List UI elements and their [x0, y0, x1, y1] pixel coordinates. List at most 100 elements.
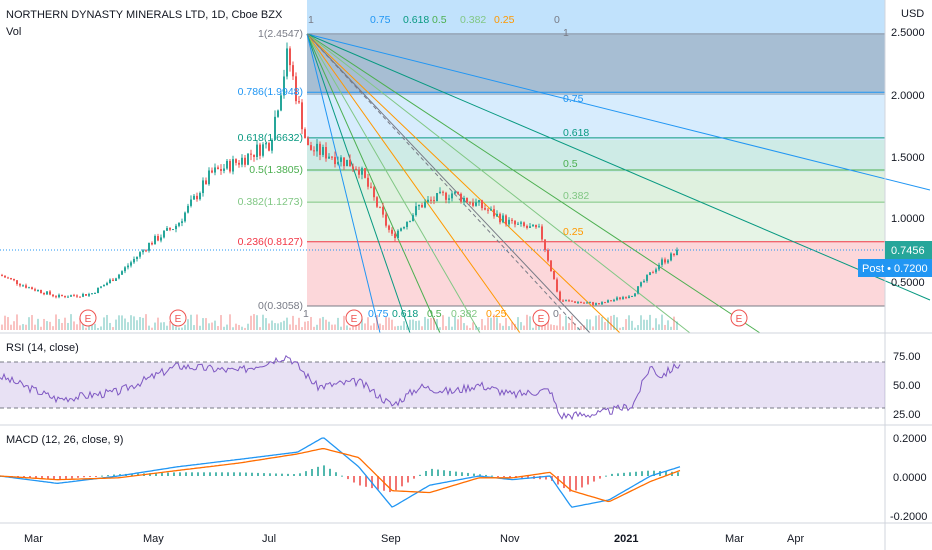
candle-body [283, 76, 285, 96]
candle-body [673, 253, 675, 256]
volume-bar [202, 318, 204, 330]
earnings-marker-circle[interactable] [169, 309, 187, 327]
volume-bar [127, 322, 129, 330]
volume-bar [436, 319, 438, 330]
price-axis[interactable]: USD 2.5000 2.0000 1.5000 1.0000 0.5000 0… [858, 8, 932, 289]
volume-bar [298, 317, 300, 330]
candle-body [289, 48, 291, 66]
macd-histogram-bar [317, 466, 319, 476]
candle-body [487, 209, 489, 211]
candle-body [271, 139, 273, 151]
volume-bar [478, 327, 480, 330]
volume-bar [163, 322, 165, 330]
candle-body [439, 191, 441, 193]
candle-body [226, 160, 228, 169]
candle-body [658, 264, 660, 270]
candlesticks [1, 42, 678, 306]
candle-body [361, 168, 363, 175]
fib-label: 0.786(1.9948) [238, 86, 303, 98]
macd-histogram-bar [269, 473, 271, 476]
candle-body [40, 290, 42, 293]
candle-body [628, 296, 630, 299]
volume-bar [196, 314, 198, 330]
fan-label-bottom: 0 [553, 308, 559, 320]
candle-body [94, 292, 96, 294]
macd-histogram-bar [395, 476, 397, 491]
macd-title: MACD (12, 26, close, 9) [6, 434, 123, 446]
fib-zone-0.786-1 [307, 0, 885, 95]
candle-body [577, 302, 579, 304]
volume-bar [547, 320, 549, 330]
macd-histogram-bar [461, 472, 463, 476]
volume-bar [568, 323, 570, 330]
earnings-marker-circle[interactable] [79, 309, 97, 327]
time-axis[interactable]: Mar May Jul Sep Nov 2021 Mar Apr [24, 533, 804, 545]
macd-histogram-bar [35, 476, 37, 479]
candle-body [355, 168, 357, 170]
candle-body [367, 177, 369, 187]
macd-histogram-bar [233, 472, 235, 476]
volume-bar [277, 323, 279, 330]
macd-pane[interactable]: MACD (12, 26, close, 9) [0, 434, 681, 508]
candle-body [31, 287, 33, 290]
fan-label-bottom: 0.25 [486, 308, 507, 320]
volume-bar [118, 315, 120, 330]
volume-bar [607, 317, 609, 330]
macd-histogram-bar [161, 472, 163, 476]
last-price-badge: 0.7456 [891, 245, 925, 257]
candle-body [46, 291, 48, 295]
volume-bar [109, 322, 111, 330]
earnings-marker[interactable]: E [351, 314, 358, 325]
candle-body [490, 209, 492, 211]
earnings-marker[interactable]: E [538, 314, 545, 325]
volume-bar [637, 325, 639, 330]
earnings-marker-circle[interactable] [532, 309, 550, 327]
volume-bar [349, 327, 351, 330]
candle-body [190, 199, 192, 206]
macd-histogram-bar [293, 474, 295, 476]
candle-body [409, 221, 411, 223]
volume-bar [55, 314, 57, 330]
earnings-marker-circle[interactable] [730, 309, 748, 327]
candle-body [310, 145, 312, 151]
fan-line [306, 33, 691, 334]
fan-line [306, 33, 441, 334]
macd-histogram-bar [173, 472, 175, 476]
price-pane[interactable]: 1(2.4547) 0.786(1.9948) 0.618(1.6632) 0.5(1… [0, 0, 931, 334]
candle-body [373, 187, 375, 198]
volume-bar [535, 323, 537, 330]
candle-body [313, 150, 315, 152]
volume-bar [670, 326, 672, 330]
volume-bar [181, 327, 183, 330]
volume-bar [661, 314, 663, 330]
earnings-marker[interactable]: E [736, 314, 743, 325]
rsi-pane[interactable]: RSI (14, close) [0, 342, 885, 421]
currency-label: USD [901, 8, 924, 20]
volume-bar [139, 317, 141, 330]
volume-bar [493, 314, 495, 330]
candle-body [274, 116, 276, 140]
volume-bar [472, 322, 474, 330]
fan-label-top: 0.25 [494, 14, 515, 26]
volume-bar [289, 324, 291, 330]
candle-body [451, 193, 453, 199]
volume-bar [583, 325, 585, 330]
volume-bar [148, 325, 150, 330]
time-tick-nov: Nov [500, 533, 520, 545]
candle-body [232, 159, 234, 172]
earnings-marker[interactable]: E [175, 314, 182, 325]
volume-bar [631, 320, 633, 330]
macd-histogram-bar [623, 472, 625, 476]
fan-label-bottom: 1 [303, 308, 309, 320]
volume-bar [220, 315, 222, 330]
earnings-marker[interactable]: E [85, 314, 92, 325]
volume-bar [295, 324, 297, 330]
volume-bar [76, 324, 78, 330]
candle-body [433, 200, 435, 202]
macd-histogram-bar [179, 472, 181, 476]
volume-bar [403, 321, 405, 330]
candle-body [262, 144, 264, 156]
volume-bar [448, 316, 450, 330]
earnings-marker-circle[interactable] [345, 309, 363, 327]
